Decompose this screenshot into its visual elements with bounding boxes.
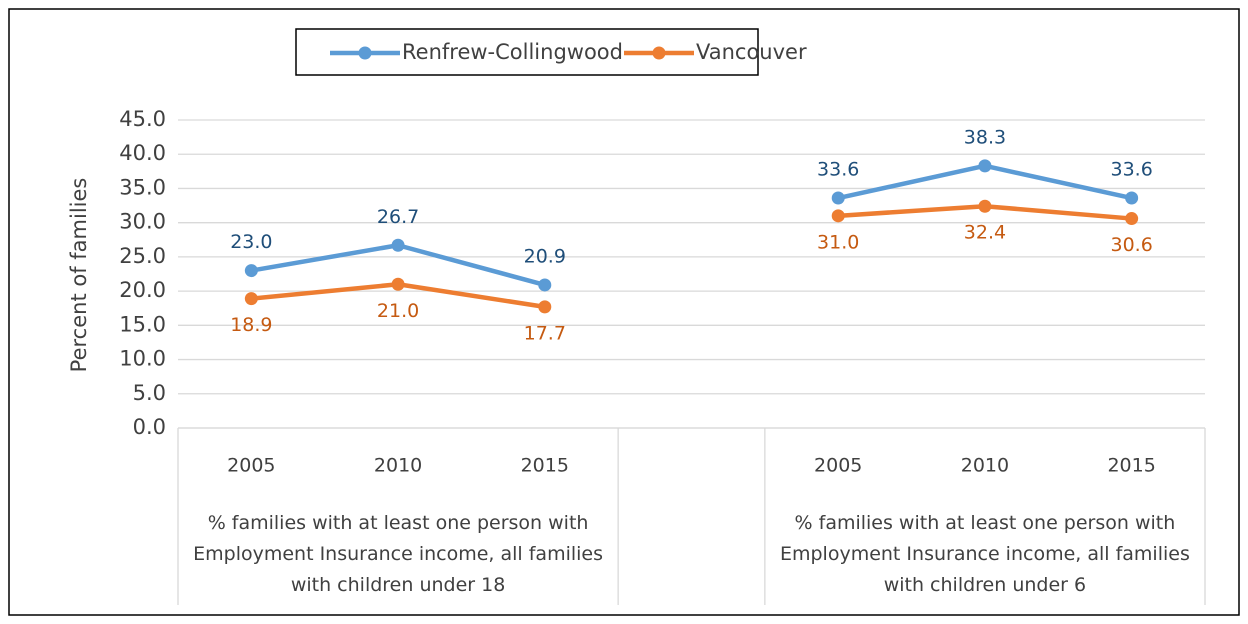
y-tick-label: 10.0 bbox=[119, 347, 166, 371]
x-tick-label: 2015 bbox=[1107, 455, 1155, 477]
y-tick-label: 25.0 bbox=[119, 244, 166, 268]
data-label: 17.7 bbox=[524, 322, 566, 344]
y-axis-title: Percent of families bbox=[67, 178, 91, 373]
x-tick-label: 2010 bbox=[961, 455, 1009, 477]
x-tick-label: 2015 bbox=[521, 455, 569, 477]
data-label: 26.7 bbox=[377, 206, 419, 228]
data-label: 33.6 bbox=[1110, 159, 1152, 181]
group-label: % families with at least one person with… bbox=[779, 512, 1190, 596]
data-point bbox=[244, 292, 258, 306]
legend-marker bbox=[652, 46, 666, 60]
data-label: 31.0 bbox=[817, 231, 859, 253]
data-label: 21.0 bbox=[377, 300, 419, 322]
group-label: % families with at least one person with… bbox=[193, 512, 604, 596]
y-tick-label: 5.0 bbox=[133, 381, 166, 405]
data-point bbox=[978, 159, 992, 173]
data-label: 23.0 bbox=[230, 231, 272, 253]
data-label: 32.4 bbox=[964, 222, 1006, 244]
data-point bbox=[978, 199, 992, 213]
y-tick-label: 0.0 bbox=[133, 415, 166, 439]
x-tick-label: 2005 bbox=[814, 455, 862, 477]
data-point bbox=[1125, 212, 1139, 226]
data-label: 33.6 bbox=[817, 159, 859, 181]
x-tick-label: 2005 bbox=[227, 455, 275, 477]
frame bbox=[8, 8, 1240, 616]
data-point bbox=[391, 238, 405, 252]
y-tick-label: 40.0 bbox=[119, 141, 166, 165]
data-point bbox=[244, 264, 258, 278]
data-point bbox=[831, 209, 845, 223]
y-tick-label: 15.0 bbox=[119, 312, 166, 336]
legend-label: Vancouver bbox=[696, 40, 807, 64]
data-label: 38.3 bbox=[964, 126, 1006, 148]
x-tick-label: 2010 bbox=[374, 455, 422, 477]
data-point bbox=[1125, 191, 1139, 205]
data-label: 30.6 bbox=[1110, 234, 1152, 256]
legend-label: Renfrew-Collingwood bbox=[402, 40, 623, 64]
y-tick-label: 45.0 bbox=[119, 107, 166, 131]
data-label: 18.9 bbox=[230, 314, 272, 336]
legend-marker bbox=[358, 46, 372, 60]
data-point bbox=[538, 300, 552, 314]
data-point bbox=[831, 191, 845, 205]
y-tick-label: 30.0 bbox=[119, 210, 166, 234]
y-tick-label: 20.0 bbox=[119, 278, 166, 302]
data-point bbox=[391, 277, 405, 291]
data-label: 20.9 bbox=[524, 245, 566, 267]
data-point bbox=[538, 278, 552, 292]
y-tick-label: 35.0 bbox=[119, 175, 166, 199]
